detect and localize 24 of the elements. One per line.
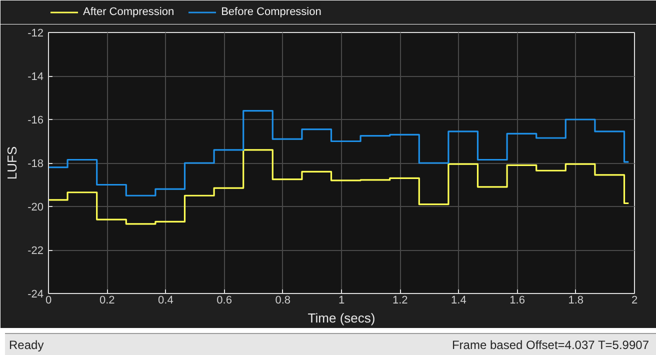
- y-tick-label: -24: [28, 288, 44, 300]
- x-tick-label: 1.4: [451, 294, 466, 306]
- x-tick-label: 0.8: [275, 294, 291, 306]
- y-axis-title: LUFS: [4, 146, 20, 180]
- x-tick-label: 1: [338, 294, 345, 306]
- x-tick-label: 1.6: [510, 294, 525, 306]
- x-tick-label: 0: [45, 294, 52, 306]
- x-tick-label: 2: [631, 294, 638, 306]
- legend-label: After Compression: [83, 6, 174, 18]
- y-tick-label: -12: [28, 28, 44, 40]
- x-tick-label: 1.2: [392, 294, 408, 306]
- text: Ready: [9, 337, 44, 354]
- x-axis-title: Time (secs): [308, 310, 376, 326]
- text: Frame based Offset=4.037 T=5.9907: [452, 337, 649, 354]
- y-tick-label: -22: [28, 245, 44, 257]
- x-tick-label: 0.4: [158, 294, 174, 306]
- y-tick-label: -20: [28, 202, 44, 214]
- x-tick-label: 1.8: [568, 294, 584, 306]
- y-tick-label: -16: [28, 114, 44, 126]
- x-tick-label: 0.6: [216, 294, 232, 306]
- y-tick-label: -14: [28, 71, 44, 83]
- x-tick-label: 0.2: [99, 294, 115, 306]
- legend-label: Before Compression: [221, 6, 322, 18]
- y-tick-label: -18: [28, 158, 44, 170]
